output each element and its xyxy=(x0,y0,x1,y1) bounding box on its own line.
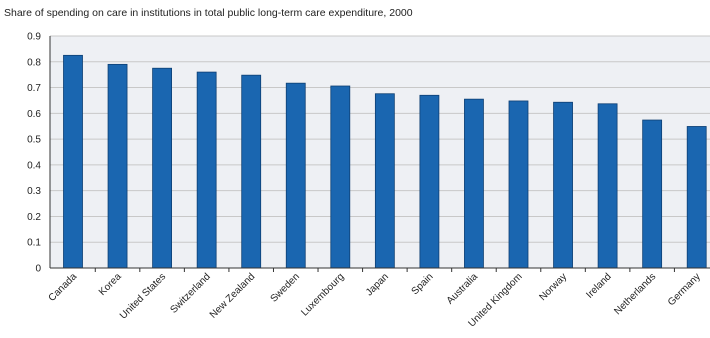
x-tick-label: Spain xyxy=(410,271,436,297)
x-tick-label: Canada xyxy=(47,271,80,304)
y-tick-label: 0.7 xyxy=(27,83,41,94)
y-tick-label: 0.8 xyxy=(27,57,41,68)
y-tick-label: 0.2 xyxy=(27,212,41,223)
y-tick-label: 0.6 xyxy=(27,109,41,120)
bar-ireland xyxy=(597,103,618,269)
bar-spain xyxy=(419,94,440,269)
y-tick-label: 0.3 xyxy=(27,186,41,197)
bar-united-kingdom xyxy=(508,100,529,269)
bar-luxembourg xyxy=(330,85,351,269)
x-tick-label: New Zealand xyxy=(208,271,257,320)
x-tick-label: Sweden xyxy=(269,271,302,304)
bar-sweden xyxy=(285,82,306,269)
y-tick-labels: 0 0.1 0.2 0.3 0.4 0.5 0.6 0.7 0.8 0.9 xyxy=(27,32,41,275)
y-tick-label: 0.9 xyxy=(27,32,41,43)
y-tick-label: 0.1 xyxy=(27,238,41,249)
bar-japan xyxy=(374,93,395,269)
x-tick-label: Switzerland xyxy=(168,271,212,315)
axes xyxy=(49,36,710,272)
x-tick-label: Germany xyxy=(666,271,703,308)
x-tick-label: Ireland xyxy=(584,271,613,300)
x-tick-label: Australia xyxy=(445,271,481,307)
x-tick-label: Norway xyxy=(537,271,569,303)
x-tick-label: Netherlands xyxy=(612,271,658,317)
x-tick-label: Japan xyxy=(364,271,391,298)
bar-united-states xyxy=(152,67,173,269)
y-tick-label: 0 xyxy=(35,264,41,275)
bar-australia xyxy=(464,98,484,269)
bars xyxy=(63,54,707,269)
y-tick-label: 0.5 xyxy=(27,135,41,146)
bar-new-zealand xyxy=(241,74,262,269)
y-tick-label: 0.4 xyxy=(27,160,41,171)
bar-norway xyxy=(553,101,573,269)
chart-title: Share of spending on care in institution… xyxy=(4,7,413,19)
bar-switzerland xyxy=(196,71,217,269)
bar-germany xyxy=(686,126,707,269)
x-tick-label: United States xyxy=(118,271,168,321)
bar-korea xyxy=(107,63,128,269)
bar-canada xyxy=(63,54,83,269)
bar-netherlands xyxy=(642,119,663,269)
x-tick-label: Korea xyxy=(97,271,124,298)
x-tick-label: Luxembourg xyxy=(299,271,346,318)
